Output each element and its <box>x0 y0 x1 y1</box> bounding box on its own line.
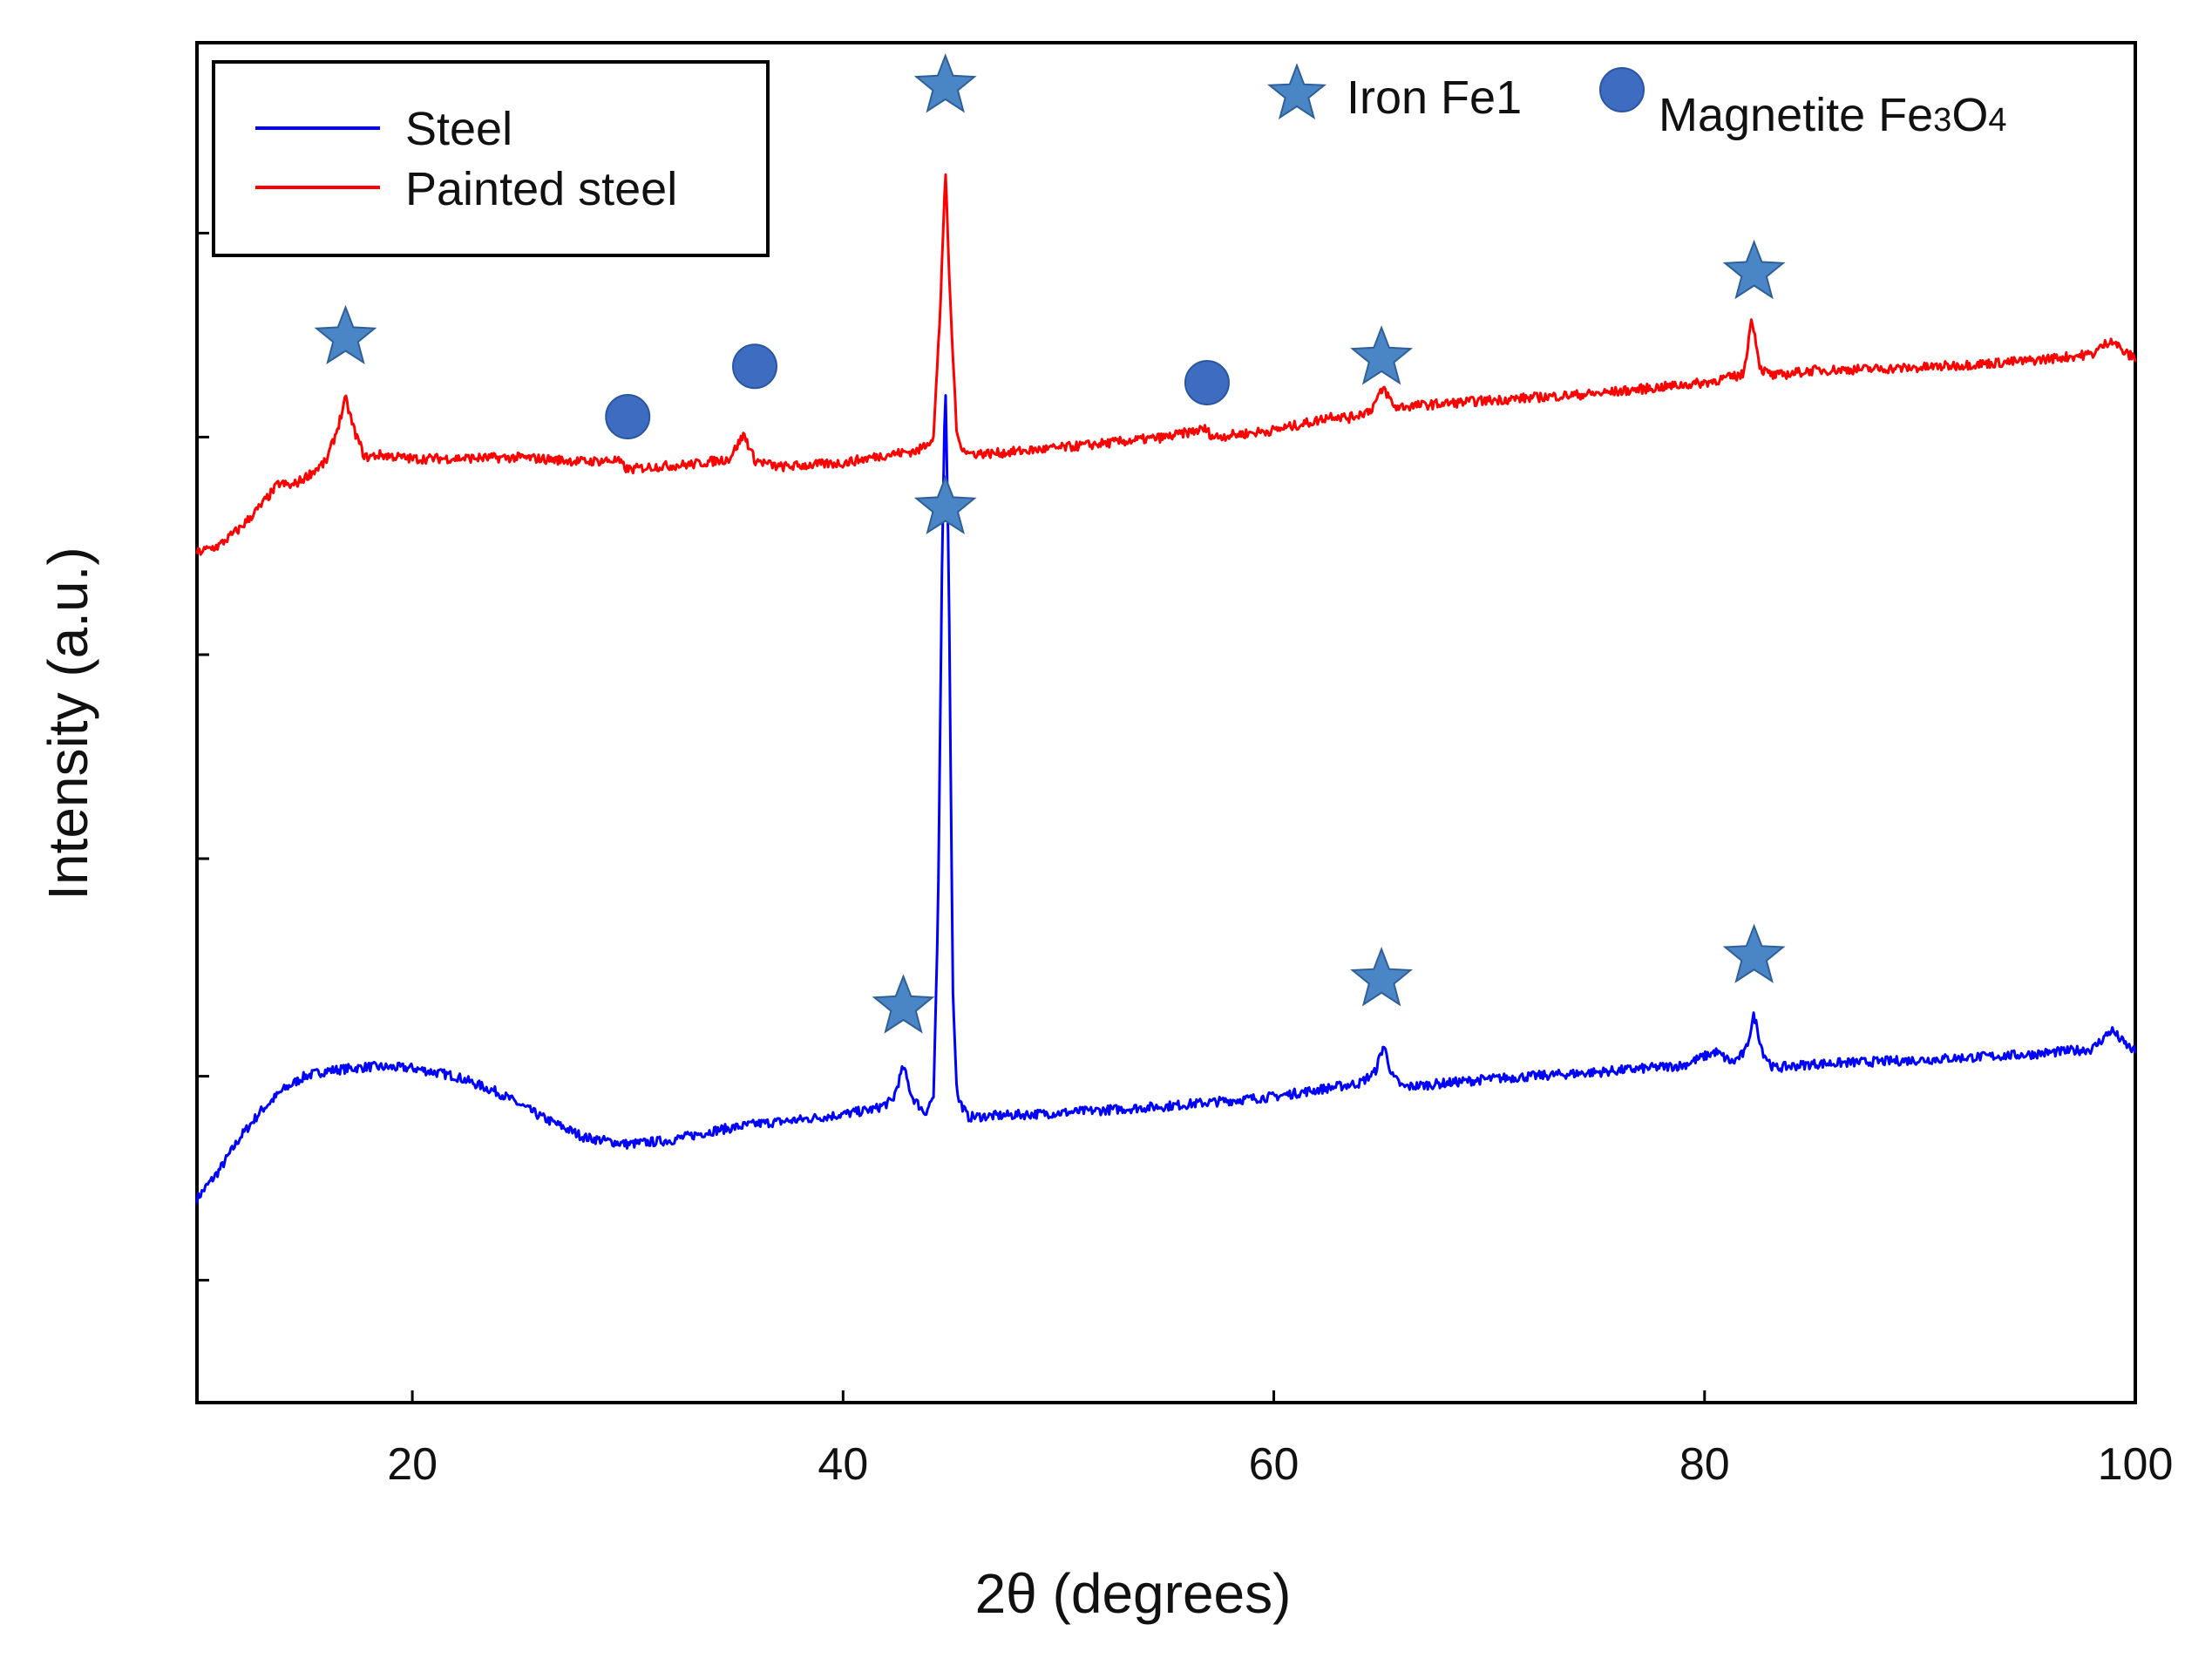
plot-frame <box>195 41 2137 1404</box>
circle-icon <box>1599 67 1645 112</box>
x-axis-label: 2θ (degrees) <box>975 1562 1292 1625</box>
y-axis-ticks <box>197 231 209 1282</box>
magnetite-oxygen: O <box>1951 89 1988 141</box>
iron-peak-star-icon <box>1350 325 1414 385</box>
legend: Steel Painted steel <box>212 60 770 257</box>
marker-legend-label-magnetite: Magnetite Fe3O4 <box>1659 89 2006 141</box>
magnetite-peak-circle-icon <box>1184 360 1230 405</box>
x-axis-ticks <box>411 1390 2137 1403</box>
magnetite-peak-circle-icon <box>605 394 651 439</box>
marker-legend-label-iron: Iron Fe1 <box>1347 71 1522 124</box>
iron-peak-star-icon <box>913 474 977 535</box>
iron-peak-star-icon <box>872 974 935 1034</box>
iron-peak-star-icon <box>1722 923 1786 983</box>
star-icon <box>1266 63 1327 119</box>
x-tick-label-20: 20 <box>387 1439 438 1490</box>
legend-label-painted-steel: Painted steel <box>405 163 677 215</box>
magnetite-subscript-3: 3 <box>1933 102 1951 139</box>
peak-annotations <box>314 53 1786 1034</box>
series-line-painted-steel <box>195 173 2137 556</box>
series-line-steel <box>195 394 2137 1204</box>
x-tick-label-100: 100 <box>2098 1439 2174 1490</box>
iron-peak-star-icon <box>314 304 377 365</box>
x-tick-label-80: 80 <box>1679 1439 1730 1490</box>
x-axis-tick-labels: 20 40 60 80 100 <box>387 1439 2173 1490</box>
iron-peak-star-icon <box>1350 947 1414 1007</box>
magnetite-peak-circle-icon <box>732 343 778 390</box>
legend-box <box>212 60 770 257</box>
legend-label-steel: Steel <box>405 103 512 155</box>
marker-legend: Iron Fe1 Magnetite Fe3O4 <box>1266 63 2006 141</box>
y-axis-label: Intensity (a.u.) <box>37 547 99 900</box>
magnetite-subscript-4: 4 <box>1988 102 2006 139</box>
x-tick-label-60: 60 <box>1249 1439 1299 1490</box>
x-tick-label-40: 40 <box>818 1439 868 1490</box>
iron-peak-star-icon <box>1722 239 1786 300</box>
magnetite-name: Magnetite Fe <box>1659 89 1933 141</box>
series-layer <box>195 173 2137 1204</box>
iron-peak-star-icon <box>913 53 977 113</box>
